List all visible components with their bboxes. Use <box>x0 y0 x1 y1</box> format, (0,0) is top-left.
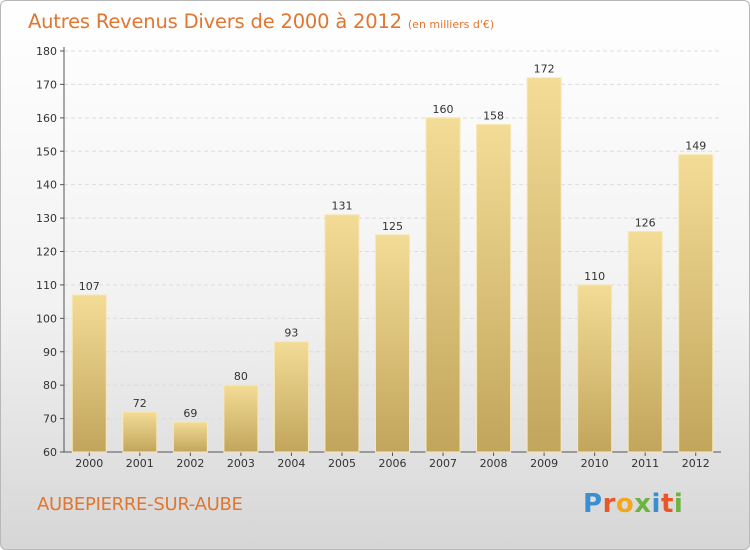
logo-letter: r <box>602 489 616 519</box>
y-tick-label: 150 <box>36 145 57 158</box>
bar-value-label: 172 <box>534 63 555 76</box>
logo-letter: x <box>634 489 652 519</box>
x-tick-labels: 2000 2001 2002 2003 2004 2005 2006 2007 2008 2009… <box>75 457 709 470</box>
bar <box>627 230 663 453</box>
x-tick-label: 2005 <box>328 457 356 470</box>
proxiti-logo: Proxiti <box>583 489 683 519</box>
bar <box>526 77 562 453</box>
x-tick-label: 2006 <box>379 457 407 470</box>
y-tick-label: 70 <box>43 413 57 426</box>
bar-value-label: 107 <box>79 280 100 293</box>
y-tick-label: 60 <box>43 446 57 459</box>
bar-value-label: 69 <box>183 407 197 420</box>
y-tick-label: 140 <box>36 179 57 192</box>
x-tick-label: 2012 <box>682 457 710 470</box>
bar-value-label: 126 <box>635 216 656 229</box>
bar <box>425 117 461 453</box>
x-tick-label: 2009 <box>530 457 558 470</box>
bar-value-label: 93 <box>284 327 298 340</box>
bar-value-label: 110 <box>584 270 605 283</box>
chart-subtitle: (en milliers d'€) <box>407 18 495 31</box>
y-tick-label: 130 <box>36 212 57 225</box>
y-tick-label: 160 <box>36 112 57 125</box>
x-tick-label: 2007 <box>429 457 457 470</box>
bar-value-label: 131 <box>331 200 352 213</box>
y-tick-label: 100 <box>36 312 57 325</box>
bars <box>71 77 714 453</box>
logo-letter: t <box>660 489 674 519</box>
y-tick-labels: 60 70 80 90 100 110 120 130 140 150 160 170 180 <box>36 45 57 459</box>
logo-letter: o <box>615 489 635 519</box>
x-tick-label: 2010 <box>581 457 609 470</box>
bar <box>223 384 259 453</box>
bar <box>273 341 309 453</box>
x-tick-label: 2011 <box>631 457 659 470</box>
x-tick-label: 2004 <box>277 457 305 470</box>
bar <box>375 234 410 453</box>
y-tick-label: 120 <box>36 246 57 259</box>
bar <box>324 214 360 453</box>
bar <box>122 411 158 453</box>
x-tick-label: 2008 <box>480 457 508 470</box>
y-tick-label: 180 <box>36 45 57 58</box>
bar <box>476 124 512 453</box>
logo-letter: i <box>673 489 684 519</box>
y-tick-label: 90 <box>43 346 57 359</box>
bar-value-label: 125 <box>382 220 403 233</box>
bar-value-label: 149 <box>685 140 706 153</box>
value-labels: 107 72 69 80 93 131 125 160 158 172 110 126 149 <box>79 63 706 420</box>
bar-value-label: 158 <box>483 110 504 123</box>
bar <box>71 294 107 453</box>
bar <box>172 421 208 453</box>
bar-value-label: 72 <box>133 397 147 410</box>
commune-name: AUBEPIERRE-SUR-AUBE <box>37 494 243 515</box>
x-tick-label: 2003 <box>227 457 255 470</box>
y-tick-label: 170 <box>36 78 57 91</box>
chart-title: Autres Revenus Divers de 2000 à 2012 (en … <box>28 10 494 33</box>
x-tick-label: 2001 <box>126 457 154 470</box>
y-tick-label: 110 <box>36 279 57 292</box>
bar-value-label: 80 <box>234 370 248 383</box>
logo-letter: P <box>583 489 603 519</box>
bar <box>678 154 714 453</box>
x-tick-label: 2002 <box>176 457 204 470</box>
bar <box>577 284 613 453</box>
x-tick-label: 2000 <box>75 457 103 470</box>
chart-title-text: Autres Revenus Divers de 2000 à 2012 <box>28 10 402 33</box>
logo-letter: i <box>651 489 661 519</box>
bar-value-label: 160 <box>433 103 454 116</box>
y-tick-label: 80 <box>43 379 57 392</box>
